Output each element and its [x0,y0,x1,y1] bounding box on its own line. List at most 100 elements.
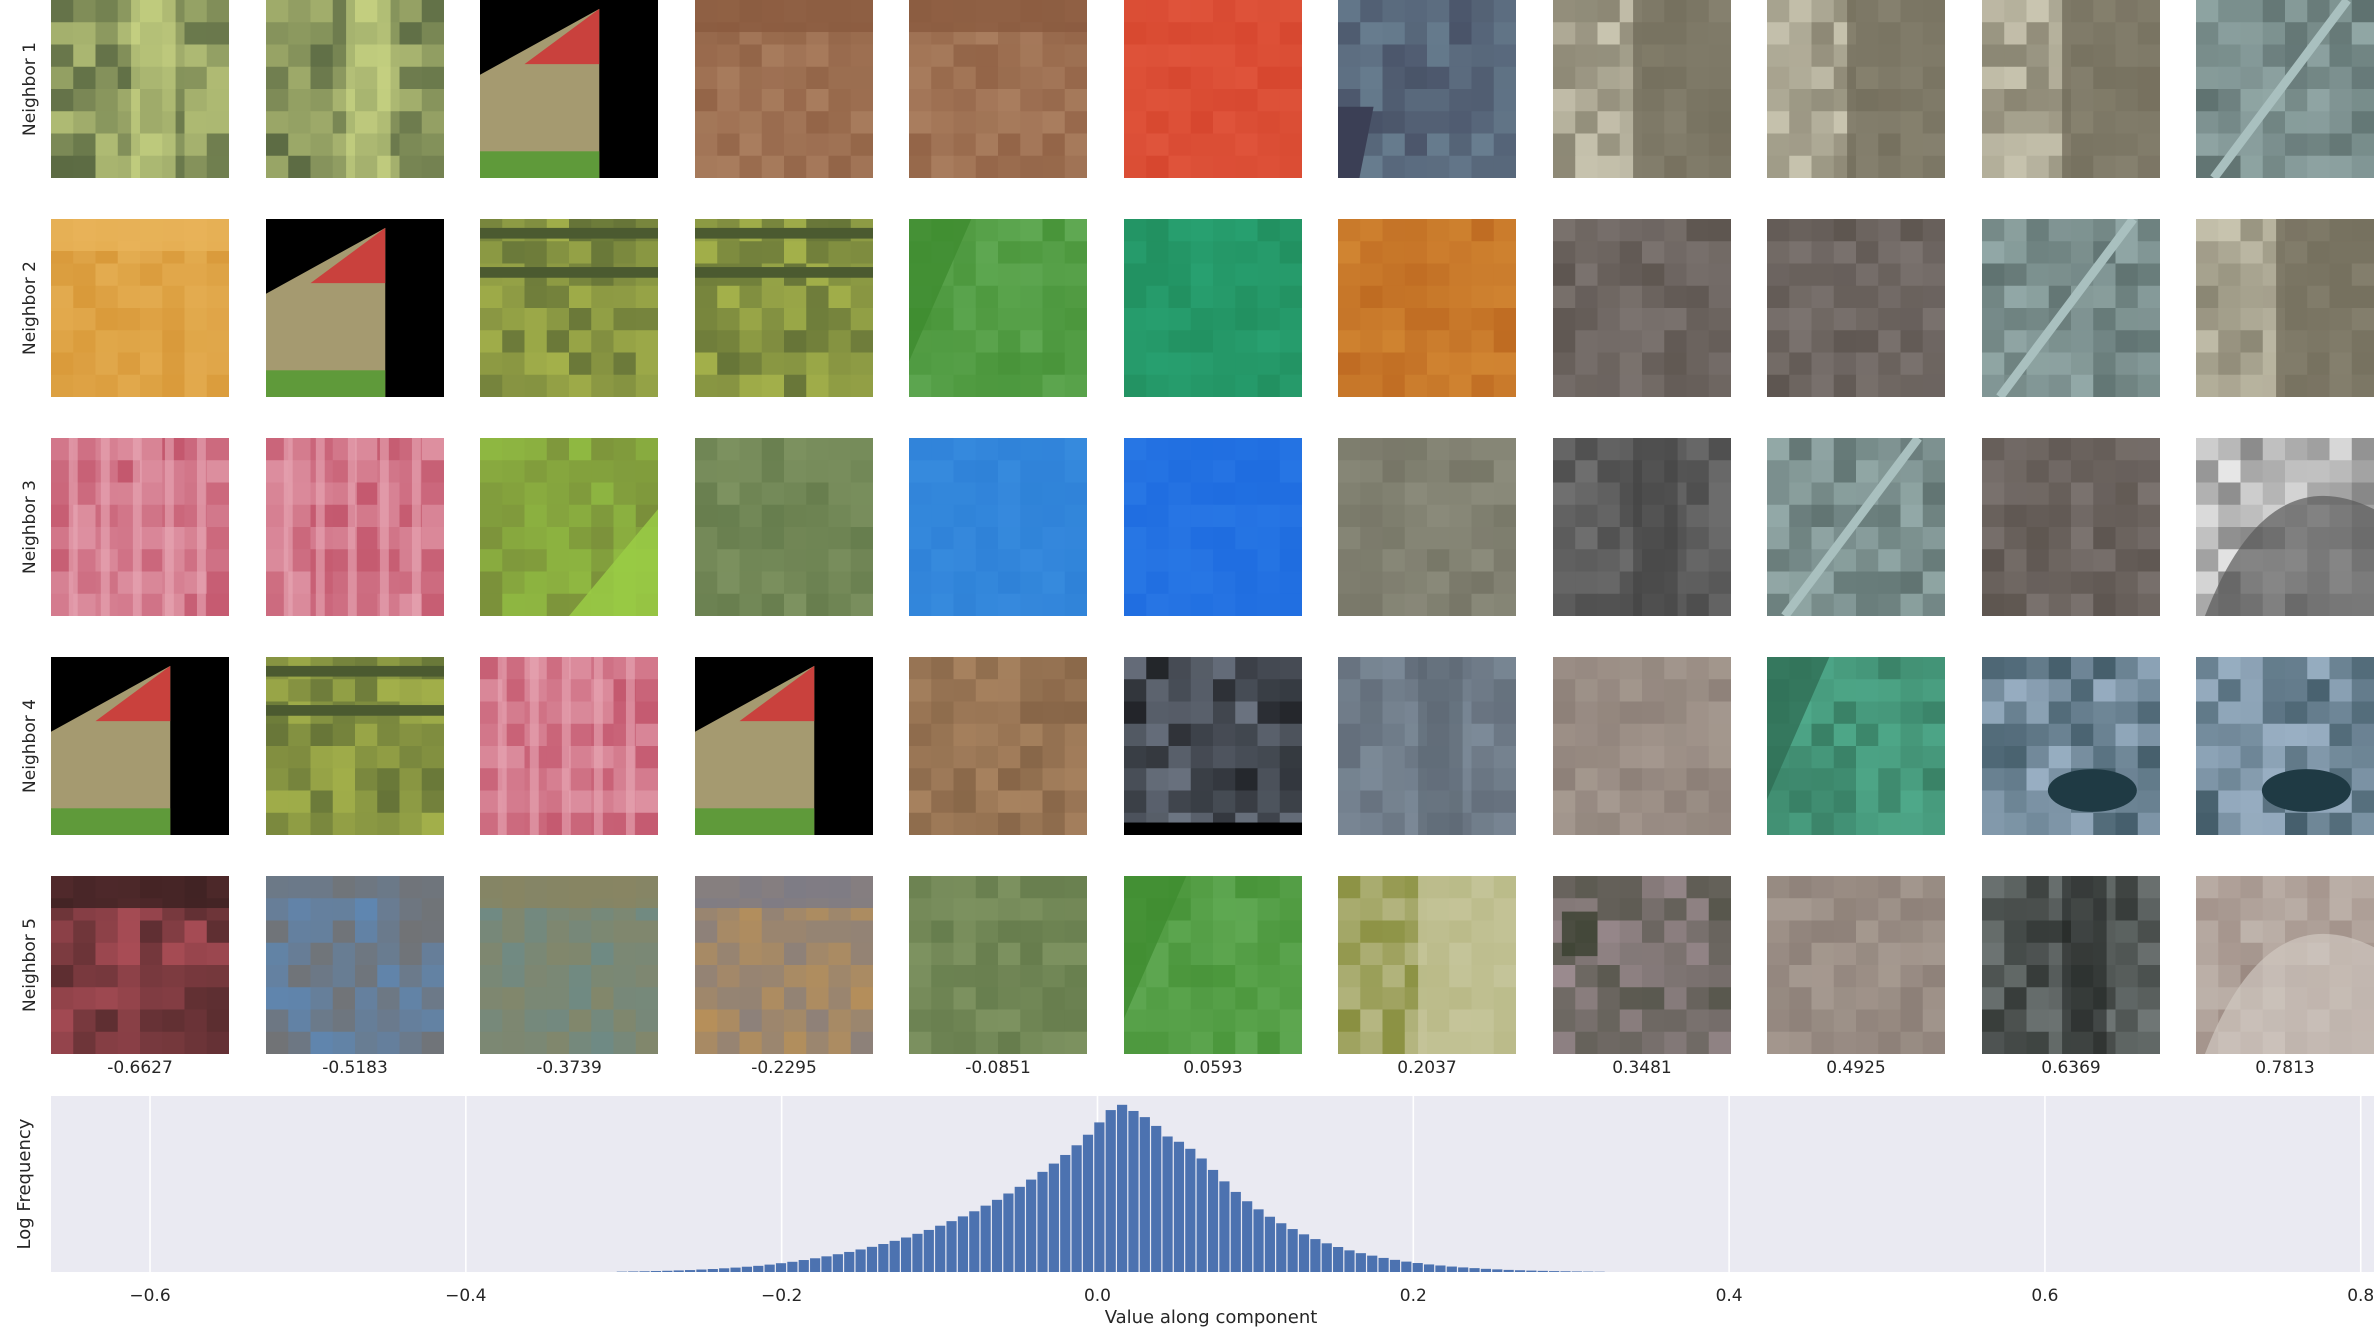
neighbor-1-tile-2 [266,0,444,178]
neighbor-3-tile-8 [1553,438,1731,616]
neighbor-3-tile-1 [51,438,229,616]
neighbor-3-tile-4 [695,438,873,616]
histogram-bar [639,1271,650,1272]
neighbor-5-tile-2 [266,876,444,1054]
x-tick-label: 0.8 [2347,1286,2374,1306]
histogram-bar [1060,1154,1071,1272]
histogram-bar [991,1199,1003,1272]
neighbor-5-tile-7 [1338,876,1516,1054]
histogram-bar [1128,1110,1139,1272]
column-value-label: 0.6369 [2041,1058,2101,1078]
histogram-bar [844,1251,855,1272]
histogram-bar [1503,1269,1514,1272]
histogram-bar [662,1270,673,1272]
histogram-bar [946,1221,957,1272]
y-axis-label: Log Frequency [14,1118,35,1249]
histogram-bar [900,1237,912,1272]
histogram-bar [1139,1117,1150,1272]
column-value-label: -0.6627 [107,1058,173,1078]
neighbor-5-tile-4 [695,876,873,1054]
neighbor-5-tile-6 [1124,876,1302,1054]
x-axis-label: Value along component [1105,1307,1318,1328]
neighbor-2-tile-5 [909,219,1087,397]
neighbor-4-tile-7 [1338,657,1516,835]
histogram-bar [1185,1148,1196,1272]
histogram-bar [787,1261,798,1272]
neighbor-4-tile-6 [1124,657,1302,835]
histogram-bar [1230,1191,1241,1272]
column-value-label: -0.5183 [322,1058,388,1078]
histogram-bar [1207,1169,1219,1272]
neighbor-2-tile-8 [1553,219,1731,397]
histogram-bar [1162,1136,1173,1272]
neighbor-1-tile-1 [51,0,229,178]
neighbor-4-tile-2 [266,657,444,835]
neighbor-5-tile-11 [2196,876,2374,1054]
histogram-bar [1082,1134,1094,1272]
histogram-bar [1105,1110,1116,1272]
histogram-bar [1151,1125,1162,1272]
neighbor-3-tile-10 [1982,438,2160,616]
histogram-bar [1003,1193,1014,1272]
histogram-bar [1367,1255,1378,1272]
histogram-bar [935,1225,946,1272]
neighbor-3-tile-7 [1338,438,1516,616]
histogram-bar [764,1264,775,1272]
neighbor-3-tile-9 [1767,438,1945,616]
histogram-bar [810,1258,821,1272]
neighbor-1-tile-4 [695,0,873,178]
histogram-bar [1389,1259,1401,1272]
histogram-bar [696,1269,707,1272]
neighbor-1-tile-3 [480,0,658,178]
neighbor-5-tile-9 [1767,876,1945,1054]
histogram-bar [1401,1261,1412,1272]
histogram-bar [707,1269,718,1272]
histogram-bar [1026,1179,1037,1272]
neighbor-2-tile-11 [2196,219,2374,397]
neighbor-5-tile-10 [1982,876,2160,1054]
histogram-bar [1355,1253,1366,1272]
histogram-bar [741,1266,752,1272]
histogram-bar [719,1268,730,1272]
neighbor-4-tile-1 [51,657,229,835]
histogram-bar [1571,1271,1582,1272]
histogram-bar [1333,1247,1344,1272]
histogram-bar [1264,1216,1275,1272]
histogram-bar [1446,1266,1457,1272]
histogram-bar [923,1229,934,1272]
neighbor-2-tile-9 [1767,219,1945,397]
column-value-label: -0.0851 [965,1058,1031,1078]
histogram-bar [1173,1141,1185,1272]
column-value-label: -0.2295 [751,1058,817,1078]
histogram-bar [1014,1186,1025,1272]
histogram-bar [775,1263,787,1272]
neighbor-4-tile-11 [2196,657,2374,835]
neighbor-1-tile-9 [1767,0,1945,178]
histogram-bar [798,1260,809,1272]
histogram-bar [1560,1271,1571,1272]
histogram-bar [1537,1270,1548,1272]
histogram-bar [1094,1122,1105,1272]
neighbor-3-tile-11 [2196,438,2374,616]
histogram-bar [753,1265,764,1272]
neighbor-1-tile-11 [2196,0,2374,178]
neighbor-4-tile-9 [1767,657,1945,835]
x-tick-label: −0.4 [445,1286,486,1306]
neighbor-2-tile-2 [266,219,444,397]
histogram-bar [1310,1239,1321,1272]
neighbor-3-tile-5 [909,438,1087,616]
column-value-label: 0.3481 [1612,1058,1672,1078]
histogram-bar [957,1216,969,1272]
histogram-bar [866,1246,878,1272]
neighbor-4-tile-10 [1982,657,2160,835]
neighbor-1-tile-10 [1982,0,2160,178]
histogram-bar [673,1270,684,1272]
column-value-label: 0.0593 [1183,1058,1243,1078]
histogram-bar [1242,1201,1253,1272]
neighbor-5-tile-1 [51,876,229,1054]
neighbor-2-tile-10 [1982,219,2160,397]
column-value-label: -0.3739 [536,1058,602,1078]
histogram-bar [1526,1270,1537,1272]
